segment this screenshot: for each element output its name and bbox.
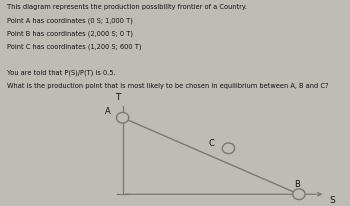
Text: C: C bbox=[208, 139, 214, 148]
Text: B: B bbox=[294, 180, 300, 189]
Text: Point A has coordinates (0 S; 1,000 T): Point A has coordinates (0 S; 1,000 T) bbox=[7, 17, 133, 24]
Text: T: T bbox=[115, 93, 120, 102]
Text: What is the production point that is most likely to be chosen in equilibrium bet: What is the production point that is mos… bbox=[7, 83, 328, 89]
Circle shape bbox=[222, 143, 234, 154]
Text: Point B has coordinates (2,000 S; 0 T): Point B has coordinates (2,000 S; 0 T) bbox=[7, 30, 133, 37]
Text: This diagram represents the production possibility frontier of a Country.: This diagram represents the production p… bbox=[7, 4, 247, 10]
Text: You are told that P(S)/P(T) is 0.5.: You are told that P(S)/P(T) is 0.5. bbox=[7, 69, 116, 76]
Circle shape bbox=[293, 189, 305, 200]
Text: S: S bbox=[330, 196, 336, 205]
Text: Point C has coordinates (1,200 S; 600 T): Point C has coordinates (1,200 S; 600 T) bbox=[7, 43, 141, 50]
Text: A: A bbox=[105, 107, 111, 116]
Circle shape bbox=[117, 112, 129, 123]
